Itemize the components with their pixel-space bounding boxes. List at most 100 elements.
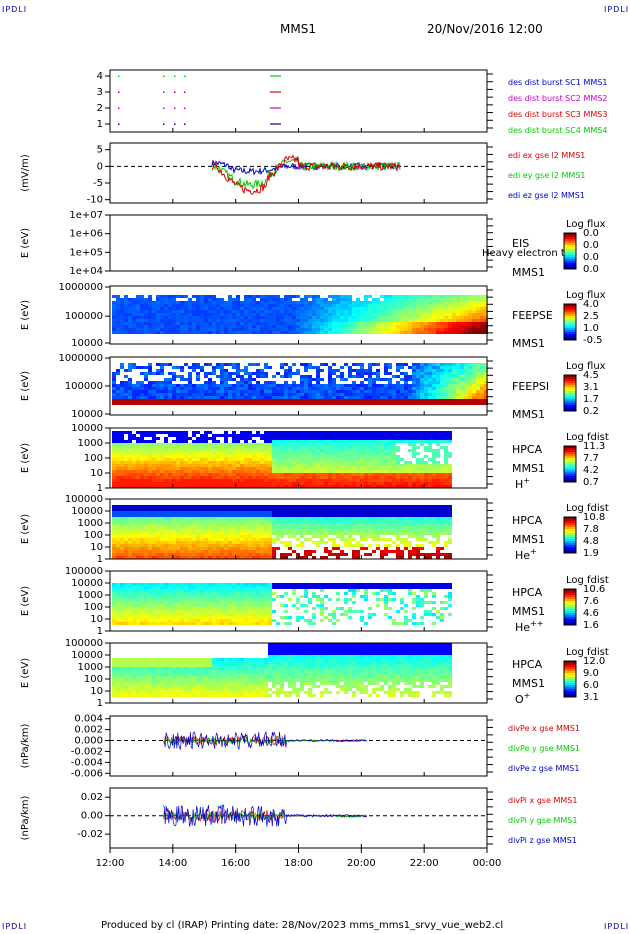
spectrogram-cell xyxy=(212,476,216,479)
spectrogram-cell xyxy=(164,381,168,384)
spectrogram-cell xyxy=(376,378,380,381)
charge-label: + xyxy=(523,476,530,485)
spectrogram-cell xyxy=(364,378,368,381)
spectrogram-cell xyxy=(264,511,268,514)
spectrogram-cell xyxy=(112,452,116,455)
spectrogram-cell xyxy=(188,298,192,301)
spectrogram-cell xyxy=(152,538,156,541)
spectrogram-cell xyxy=(348,485,352,488)
spectrogram-cell xyxy=(412,325,416,328)
spectrogram-cell xyxy=(284,455,288,458)
spectrogram-cell xyxy=(232,378,236,381)
spectrogram-cell xyxy=(352,455,356,458)
colorbar-cell xyxy=(564,233,576,236)
spectrogram-cell xyxy=(396,440,400,443)
spectrogram-cell xyxy=(212,319,216,322)
spectrogram-cell xyxy=(312,304,316,307)
colorbar-tick-label: 1.0 xyxy=(583,323,599,334)
spectrogram-cell xyxy=(384,464,388,467)
spectrogram-cell xyxy=(276,470,280,473)
spectrogram-cell xyxy=(168,393,172,396)
spectrogram-cell xyxy=(116,446,120,449)
spectrogram-cell xyxy=(224,485,228,488)
spectrogram-cell xyxy=(260,310,264,313)
spectrogram-cell xyxy=(284,461,288,464)
spectrogram-cell xyxy=(124,511,128,514)
spectrogram-cell xyxy=(408,307,412,310)
spectrogram-cell xyxy=(320,449,324,452)
spectrogram-cell xyxy=(288,517,292,520)
spectrogram-cell xyxy=(216,473,220,476)
spectrogram-cell xyxy=(232,547,236,550)
spectrogram-cell xyxy=(220,304,224,307)
spectrogram-cell xyxy=(152,381,156,384)
spectrogram-cell xyxy=(148,514,152,517)
spectrogram-cell xyxy=(316,523,320,526)
spectrogram-cell xyxy=(236,449,240,452)
spectrogram-cell xyxy=(160,396,164,399)
spectrogram-cell xyxy=(208,538,212,541)
spectrogram-cell xyxy=(432,461,436,464)
spectrogram-cell xyxy=(472,381,476,384)
spectrogram-cell xyxy=(484,307,488,310)
spectrogram-cell xyxy=(432,319,436,322)
spectrogram-cell xyxy=(184,384,188,387)
spectrogram-cell xyxy=(244,319,248,322)
spectrogram-cell xyxy=(244,535,248,538)
spectrogram-cell xyxy=(112,372,116,375)
spectrogram-cell xyxy=(248,434,252,437)
colorbar-cell xyxy=(564,476,576,479)
spectrogram-cell xyxy=(356,431,360,434)
spectrogram-cell xyxy=(388,322,392,325)
spectrogram-cell xyxy=(172,402,176,405)
spectrogram-cell xyxy=(392,446,396,449)
spectrogram-cell xyxy=(140,402,144,405)
spectrogram-cell xyxy=(476,316,480,319)
spectrogram-cell xyxy=(236,396,240,399)
spectrogram-cell xyxy=(220,556,224,559)
spectrogram-cell xyxy=(264,313,268,316)
spectrogram-cell xyxy=(404,470,408,473)
spectrogram-cell xyxy=(204,331,208,334)
spectrogram-cell xyxy=(296,431,300,434)
spectrogram-cell xyxy=(328,437,332,440)
spectrogram-cell xyxy=(436,378,440,381)
spectrogram-cell xyxy=(436,366,440,369)
spectrogram-cell xyxy=(160,541,164,544)
spectrogram-cell xyxy=(136,544,140,547)
spectrogram-cell xyxy=(448,482,452,485)
spectrogram-cell xyxy=(264,384,268,387)
spectrogram-cell xyxy=(468,325,472,328)
spectrogram-cell xyxy=(136,304,140,307)
spectrogram-cell xyxy=(380,443,384,446)
spectrogram-cell xyxy=(416,399,420,402)
spectrogram-cell xyxy=(180,402,184,405)
spectrogram-cell xyxy=(432,455,436,458)
spectrogram-cell xyxy=(168,363,172,366)
spectrogram-cell xyxy=(120,485,124,488)
spectrogram-cell xyxy=(372,310,376,313)
spectrogram-cell xyxy=(136,381,140,384)
spectrogram-cell xyxy=(280,316,284,319)
spectrogram-cell xyxy=(432,331,436,334)
colorbar-tick-label: 4.2 xyxy=(583,465,599,476)
spectrogram-cell xyxy=(308,387,312,390)
spectrogram-cell xyxy=(196,553,200,556)
spectrogram-cell xyxy=(188,464,192,467)
spectrogram-cell xyxy=(196,449,200,452)
spectrogram-cell xyxy=(444,295,448,298)
spectrogram-cell xyxy=(160,544,164,547)
spectrogram-cell xyxy=(432,449,436,452)
spectrogram-cell xyxy=(376,325,380,328)
spectrogram-cell xyxy=(320,508,324,511)
spectrogram-cell xyxy=(340,310,344,313)
spectrogram-cell xyxy=(292,532,296,535)
spectrogram-cell xyxy=(144,473,148,476)
spectrogram-cell xyxy=(188,443,192,446)
spectrogram-cell xyxy=(116,470,120,473)
spectrogram-cell xyxy=(336,301,340,304)
spectrogram-cell xyxy=(420,316,424,319)
spacecraft-label: MMS1 xyxy=(512,462,545,475)
spectrogram-cell xyxy=(200,464,204,467)
spectrogram-cell xyxy=(140,452,144,455)
